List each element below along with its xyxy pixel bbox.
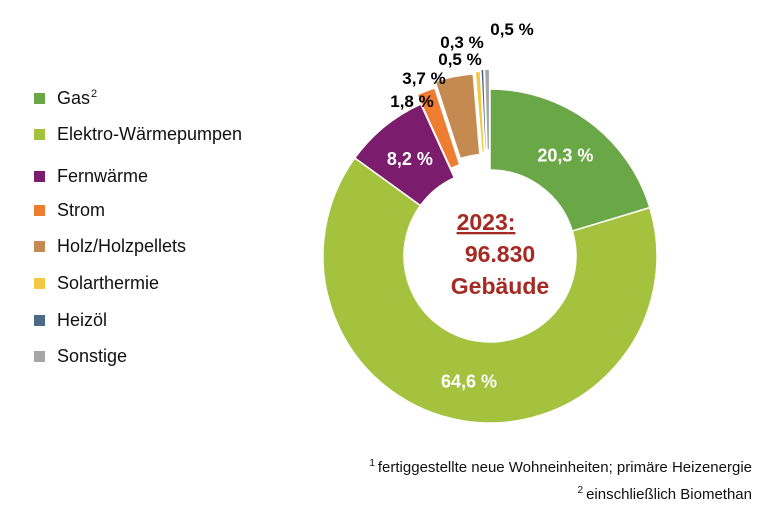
slice-labels: 20,3 %64,6 %8,2 %1,8 %3,7 %0,5 %0,3 %0,5… — [387, 20, 594, 392]
donut-slice — [489, 88, 651, 233]
slice-data-label: 1,8 % — [390, 92, 433, 111]
legend-label: Strom — [57, 199, 106, 220]
legend-item: Solarthermie — [34, 271, 159, 295]
legend-label: Gas2 — [57, 87, 98, 108]
slice-data-label: 0,3 % — [440, 33, 483, 52]
legend-swatch — [34, 92, 45, 104]
legend-item: Gas2 — [34, 86, 97, 110]
footnote-1: 1 fertiggestellte neue Wohneinheiten; pri… — [369, 452, 752, 479]
legend-label-footnote-mark: 2 — [91, 87, 98, 100]
legend-label: Holz/Holzpellets — [57, 235, 187, 256]
center-year: 2023: — [457, 209, 516, 235]
legend-swatch — [34, 170, 45, 182]
slice-data-label: 8,2 % — [387, 149, 433, 169]
legend-swatch — [34, 277, 45, 289]
footnote-2-mark: 2 — [577, 485, 584, 496]
legend-label: Solarthermie — [57, 272, 160, 293]
center-unit: Gebäude — [451, 273, 549, 299]
legend-swatch — [34, 240, 45, 252]
slice-data-label: 0,5 % — [490, 20, 533, 39]
slice-data-label: 3,7 % — [402, 69, 445, 88]
center-count: 96.830 — [465, 241, 535, 267]
footnote-1-text: fertiggestellte neue Wohneinheiten; prim… — [377, 459, 752, 476]
legend-item: Elektro-Wärmepumpen — [34, 122, 242, 146]
legend-item: Fernwärme — [34, 164, 148, 188]
legend-label: Heizöl — [57, 309, 108, 330]
legend-item: Strom — [34, 198, 105, 222]
legend-swatch — [34, 128, 45, 140]
legend-item: Heizöl — [34, 308, 107, 332]
donut-slice — [322, 156, 658, 424]
legend-item: Sonstige — [34, 344, 127, 368]
footnote-2: 2 einschließlich Biomethan — [369, 479, 752, 506]
donut-slice — [483, 68, 491, 151]
legend-label: Elektro-Wärmepumpen — [57, 123, 243, 144]
donut-slice — [416, 86, 461, 170]
legend-label: Fernwärme — [57, 165, 149, 186]
donut-slices — [322, 68, 658, 424]
footnote-1-mark: 1 — [369, 458, 375, 469]
center-year-value: 2023 — [457, 209, 508, 235]
slice-data-label: 0,5 % — [438, 50, 481, 69]
legend-label: Sonstige — [57, 345, 128, 366]
footnote-2-text: einschließlich Biomethan — [586, 486, 752, 503]
donut-slice — [434, 73, 481, 160]
donut-slice — [474, 70, 486, 154]
footnotes: 1 fertiggestellte neue Wohneinheiten; pri… — [369, 452, 752, 506]
slice-data-label: 64,6 % — [441, 372, 497, 392]
legend-swatch — [34, 314, 45, 326]
center-year-colon: : — [508, 209, 516, 235]
legend-item: Holz/Holzpellets — [34, 234, 186, 258]
legend-swatch — [34, 350, 45, 362]
legend-swatch — [34, 204, 45, 216]
slice-data-label: 20,3 % — [537, 145, 593, 165]
center-label: 2023: 96.830 Gebäude — [451, 209, 549, 299]
